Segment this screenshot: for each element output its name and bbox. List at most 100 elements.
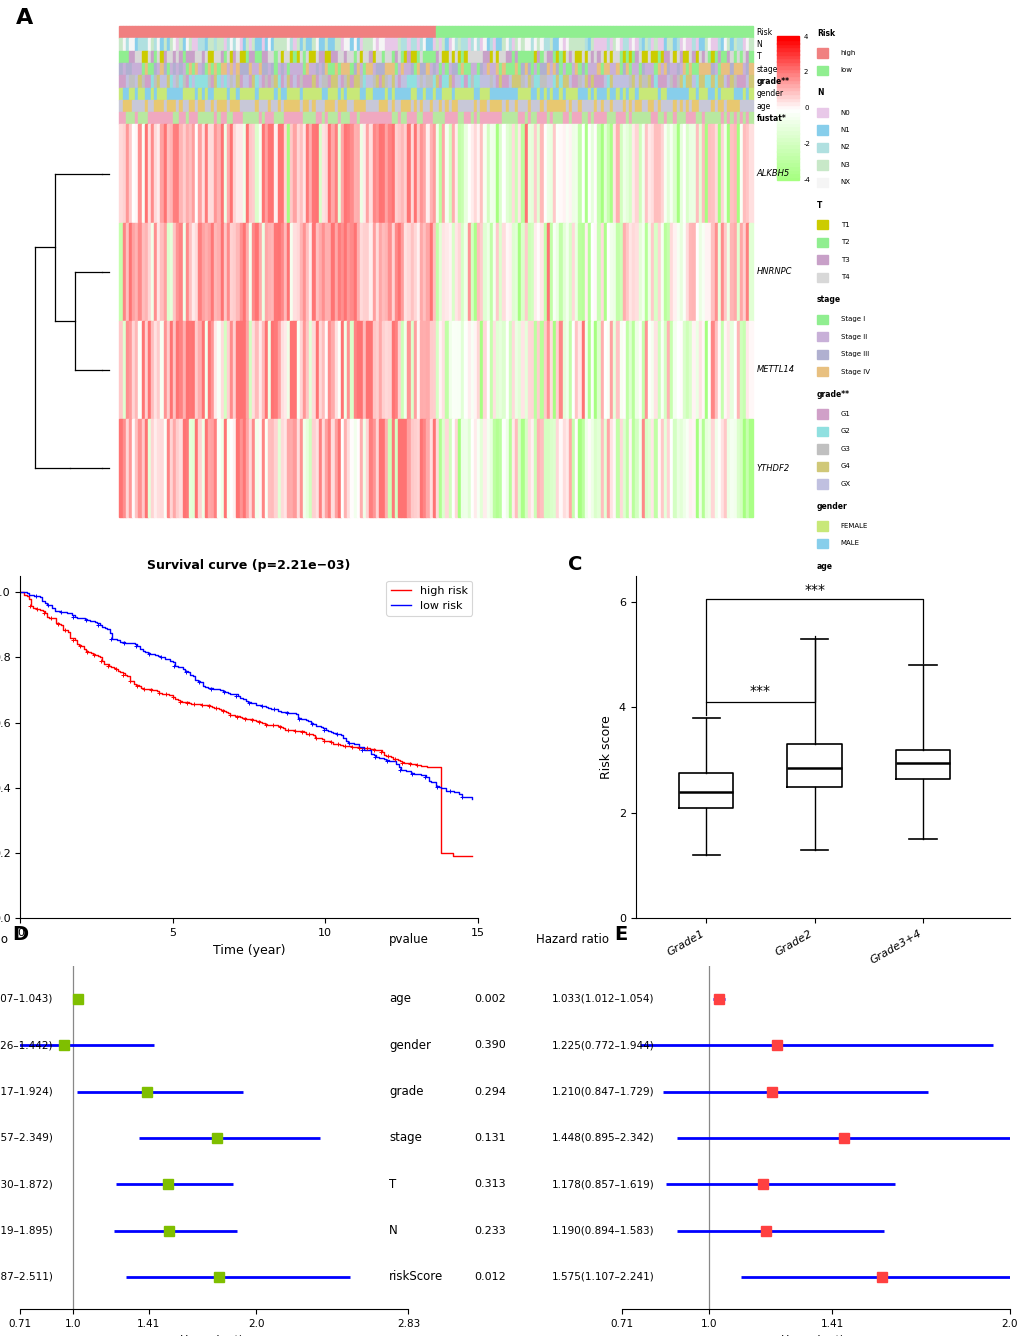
Bar bbox=[572, 223, 575, 321]
Bar bbox=[495, 223, 498, 321]
Text: 0: 0 bbox=[803, 106, 808, 111]
Bar bbox=[319, 420, 322, 517]
Bar bbox=[397, 39, 400, 51]
Bar bbox=[623, 27, 626, 39]
Bar bbox=[464, 75, 467, 88]
Bar bbox=[629, 39, 632, 51]
Bar bbox=[233, 420, 236, 517]
Bar bbox=[404, 27, 407, 39]
Bar bbox=[160, 420, 163, 517]
Bar bbox=[325, 88, 328, 100]
Bar bbox=[151, 39, 154, 51]
Bar bbox=[619, 124, 623, 223]
Bar bbox=[379, 223, 382, 321]
Bar bbox=[489, 51, 492, 63]
Bar bbox=[205, 88, 208, 100]
Bar bbox=[179, 124, 182, 223]
Bar bbox=[663, 321, 666, 420]
Bar bbox=[230, 420, 233, 517]
Bar bbox=[283, 112, 287, 124]
Bar bbox=[742, 223, 746, 321]
Bar bbox=[432, 88, 435, 100]
Bar bbox=[626, 420, 629, 517]
Bar bbox=[290, 112, 293, 124]
Bar bbox=[816, 641, 826, 651]
Bar bbox=[492, 100, 495, 112]
Bar bbox=[145, 63, 148, 75]
Bar bbox=[211, 112, 214, 124]
Bar bbox=[454, 124, 458, 223]
Bar bbox=[407, 321, 411, 420]
Bar bbox=[531, 420, 534, 517]
Bar bbox=[243, 75, 246, 88]
Bar bbox=[233, 75, 236, 88]
Bar bbox=[195, 112, 199, 124]
Bar bbox=[325, 51, 328, 63]
Bar bbox=[704, 27, 707, 39]
Bar bbox=[477, 124, 480, 223]
Bar bbox=[581, 112, 584, 124]
Bar bbox=[480, 27, 483, 39]
Bar bbox=[322, 124, 325, 223]
Bar bbox=[293, 39, 297, 51]
Bar bbox=[379, 88, 382, 100]
Bar bbox=[717, 112, 720, 124]
Bar bbox=[131, 75, 136, 88]
Bar bbox=[372, 100, 375, 112]
Bar bbox=[537, 321, 540, 420]
Bar bbox=[464, 51, 467, 63]
Bar bbox=[673, 420, 676, 517]
Bar bbox=[236, 27, 239, 39]
Bar bbox=[271, 100, 274, 112]
Bar bbox=[543, 63, 546, 75]
Bar bbox=[524, 51, 527, 63]
Text: Hazard ratio: Hazard ratio bbox=[0, 933, 8, 946]
Bar bbox=[776, 53, 798, 57]
Bar bbox=[391, 63, 394, 75]
Bar bbox=[461, 321, 464, 420]
Bar bbox=[252, 39, 255, 51]
Bar bbox=[689, 75, 692, 88]
Bar bbox=[360, 63, 363, 75]
Bar bbox=[537, 27, 540, 39]
Bar bbox=[663, 75, 666, 88]
Bar bbox=[185, 75, 189, 88]
Bar bbox=[205, 27, 208, 39]
Bar bbox=[736, 112, 739, 124]
high risk bbox=[14, 584, 26, 600]
Bar bbox=[669, 39, 673, 51]
Bar bbox=[397, 223, 400, 321]
Bar bbox=[615, 112, 619, 124]
Bar bbox=[776, 68, 798, 72]
Bar bbox=[442, 100, 445, 112]
Bar bbox=[597, 27, 600, 39]
Bar bbox=[160, 39, 163, 51]
Bar bbox=[552, 51, 555, 63]
Bar bbox=[540, 420, 543, 517]
Bar bbox=[439, 223, 442, 321]
Bar bbox=[170, 39, 173, 51]
Bar bbox=[546, 100, 549, 112]
Bar bbox=[776, 147, 798, 152]
Bar bbox=[271, 112, 274, 124]
Bar bbox=[233, 124, 236, 223]
Bar bbox=[458, 51, 461, 63]
Bar bbox=[742, 112, 746, 124]
Bar bbox=[397, 63, 400, 75]
Bar bbox=[707, 112, 710, 124]
Bar bbox=[714, 223, 717, 321]
Bar bbox=[157, 63, 160, 75]
Bar bbox=[287, 112, 290, 124]
Bar bbox=[483, 27, 486, 39]
Bar bbox=[483, 100, 486, 112]
Bar bbox=[594, 321, 597, 420]
Bar bbox=[445, 51, 448, 63]
Bar bbox=[423, 100, 426, 112]
Bar bbox=[746, 51, 749, 63]
Bar bbox=[306, 124, 309, 223]
Bar bbox=[695, 51, 698, 63]
Bar bbox=[451, 88, 454, 100]
Bar bbox=[388, 420, 391, 517]
Bar bbox=[650, 321, 654, 420]
Bar bbox=[265, 321, 268, 420]
